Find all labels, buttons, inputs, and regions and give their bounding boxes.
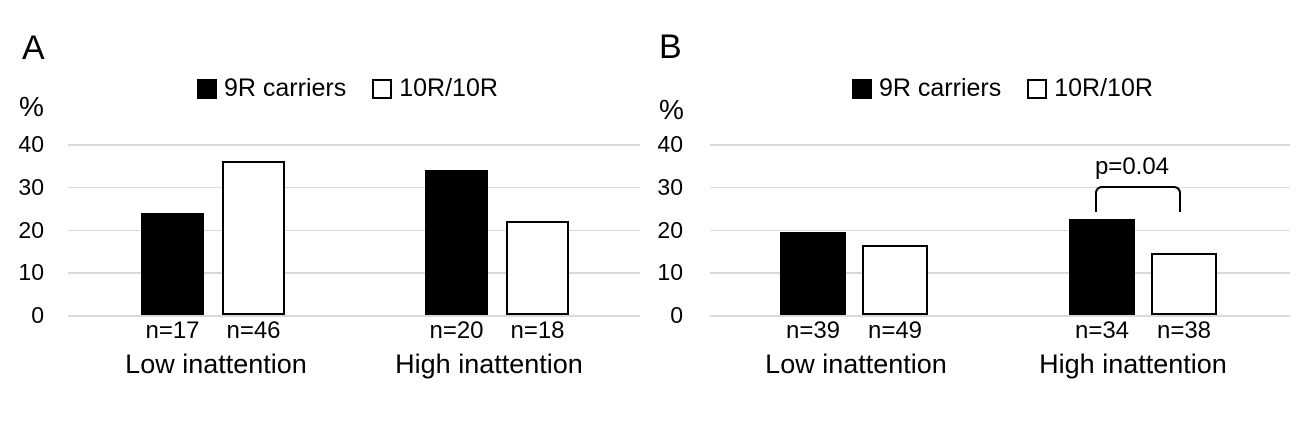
category-label: Low inattention xyxy=(765,349,947,379)
legend-swatch-9r-carriers-icon xyxy=(852,78,872,99)
bar-9r-carriers xyxy=(1069,218,1135,315)
bar-9r-carriers xyxy=(425,169,488,315)
bar-9r-carriers xyxy=(780,231,846,315)
y-tick-label: 20 xyxy=(18,216,44,243)
panel-b-label: B xyxy=(659,28,682,66)
sample-size-label: n=20 xyxy=(429,317,484,344)
gridline xyxy=(68,144,640,146)
y-tick-label: 40 xyxy=(18,131,44,158)
legend-label-10r10r: 10R/10R xyxy=(399,74,498,102)
sample-size-label: n=17 xyxy=(145,317,200,344)
sample-size-label: n=38 xyxy=(1156,317,1212,344)
significance-bracket xyxy=(1095,186,1181,212)
y-axis-unit-label: % xyxy=(19,91,44,122)
y-tick-label: 0 xyxy=(31,302,44,328)
y-tick-label: 30 xyxy=(18,173,44,200)
bar-9r-carriers xyxy=(141,212,204,315)
gridline xyxy=(68,229,640,232)
y-tick-label: 30 xyxy=(657,173,683,200)
legend-swatch-10r10r-icon xyxy=(372,78,393,99)
bar-10r10r xyxy=(862,244,928,315)
category-label: High inattention xyxy=(395,349,583,379)
gridline xyxy=(710,144,1290,146)
gridline xyxy=(710,272,1290,274)
gridline xyxy=(710,315,1290,317)
bar-10r10r xyxy=(222,161,285,315)
gridline xyxy=(68,186,640,189)
y-tick-label: 20 xyxy=(657,216,683,243)
legend-swatch-9r-carriers-icon xyxy=(197,78,217,99)
sample-size-label: n=18 xyxy=(510,317,565,344)
gridline xyxy=(68,272,640,274)
legend-label-10r10r: 10R/10R xyxy=(1054,74,1153,102)
sample-size-label: n=49 xyxy=(867,317,923,344)
y-tick-label: 10 xyxy=(657,259,683,286)
legend-panel-b: 9R carriers 10R/10R xyxy=(852,76,1153,101)
category-label: High inattention xyxy=(1039,349,1227,379)
y-axis-unit-label: % xyxy=(659,94,684,125)
legend-swatch-10r10r-icon xyxy=(1027,78,1048,99)
sample-size-label: n=46 xyxy=(226,317,281,344)
sample-size-label: n=39 xyxy=(785,317,841,344)
bar-10r10r xyxy=(1151,253,1217,315)
y-tick-label: 10 xyxy=(18,259,44,286)
legend-label-9r-carriers: 9R carriers xyxy=(879,74,1002,102)
gridline xyxy=(710,229,1290,232)
p-value-label: p=0.04 xyxy=(1094,153,1170,180)
legend-panel-a: 9R carriers 10R/10R xyxy=(197,76,498,101)
gridline xyxy=(710,186,1290,189)
bar-10r10r xyxy=(506,221,569,315)
panel-a-label: A xyxy=(22,29,45,67)
sample-size-label: n=34 xyxy=(1074,317,1130,344)
legend-label-9r-carriers: 9R carriers xyxy=(224,74,347,102)
y-tick-label: 40 xyxy=(657,131,683,158)
y-tick-label: 0 xyxy=(670,302,683,328)
gridline xyxy=(68,315,640,317)
category-label: Low inattention xyxy=(125,349,307,379)
